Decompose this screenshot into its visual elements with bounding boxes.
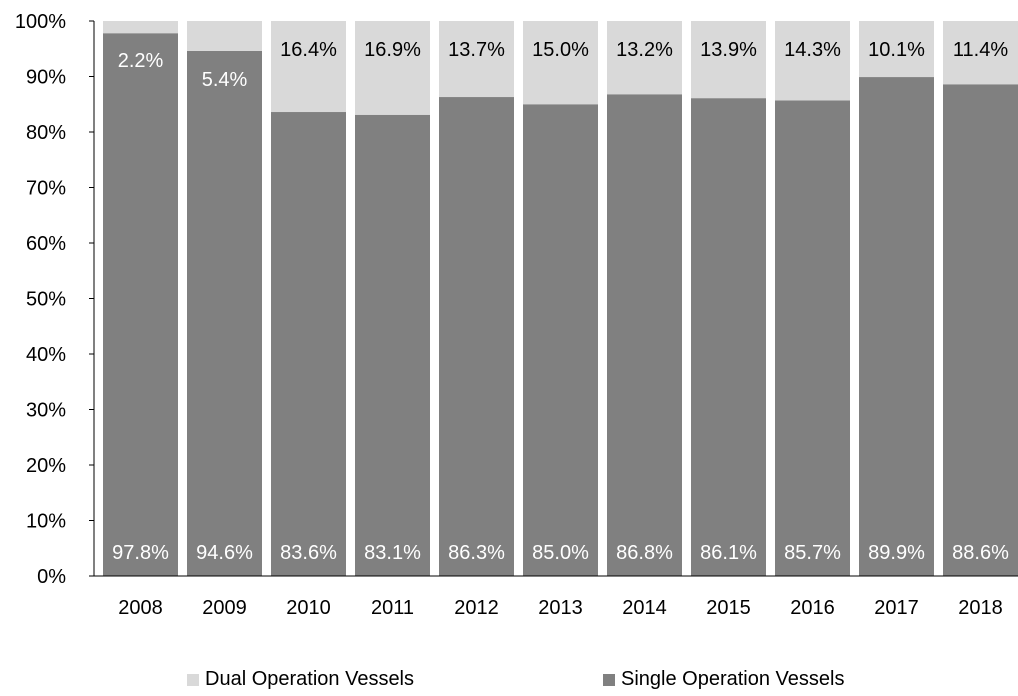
bar-single-2008 bbox=[103, 33, 178, 576]
x-axis: 2008 2009 2010 2011 2012 2013 2014 2015 2016 2017… bbox=[94, 575, 1018, 619]
bar-dual-2011 bbox=[355, 21, 430, 115]
x-tick-2008: 2008 bbox=[118, 597, 163, 619]
label-single-2014: 86.8% bbox=[616, 542, 673, 564]
bar-dual-2015 bbox=[691, 21, 766, 99]
label-dual-2008: 2.2% bbox=[118, 50, 164, 72]
x-tick-2014: 2014 bbox=[622, 597, 667, 619]
label-dual-2014: 13.2% bbox=[616, 39, 673, 61]
y-tick-100%: 100% bbox=[15, 11, 66, 33]
label-single-2010: 83.6% bbox=[280, 542, 337, 564]
x-tick-2015: 2015 bbox=[706, 597, 751, 619]
y-axis: 0% 10% 20% 30% 40% 50% 60% 70% 80% 90% 100% bbox=[15, 11, 95, 588]
label-single-2016: 85.7% bbox=[784, 542, 841, 564]
x-tick-2016: 2016 bbox=[790, 597, 835, 619]
label-dual-2013: 15.0% bbox=[532, 39, 589, 61]
bar-dual-2010 bbox=[271, 21, 346, 113]
bar-single-2010 bbox=[271, 112, 346, 577]
bar-single-2011 bbox=[355, 114, 430, 577]
label-dual-2009: 5.4% bbox=[202, 69, 248, 91]
x-tick-2011: 2011 bbox=[371, 597, 414, 619]
y-tick-50%: 50% bbox=[26, 289, 66, 311]
bar-single-2017 bbox=[859, 77, 934, 577]
label-dual-2012: 13.7% bbox=[448, 39, 505, 61]
x-tick-2013: 2013 bbox=[538, 597, 583, 619]
label-dual-2011: 16.9% bbox=[364, 39, 421, 61]
bar-dual-2012 bbox=[439, 21, 514, 98]
label-single-2015: 86.1% bbox=[700, 542, 757, 564]
bar-single-2015 bbox=[691, 98, 766, 577]
y-tick-70%: 70% bbox=[26, 178, 66, 200]
label-dual-2010: 16.4% bbox=[280, 39, 337, 61]
legend-label-dual: Dual Operation Vessels bbox=[205, 668, 415, 690]
label-dual-2018: 11.4% bbox=[953, 39, 1008, 61]
y-tick-80%: 80% bbox=[26, 122, 66, 144]
y-tick-30%: 30% bbox=[26, 400, 66, 422]
y-tick-10%: 10% bbox=[26, 511, 66, 533]
x-tick-2009: 2009 bbox=[202, 597, 247, 619]
bar-single-2016 bbox=[775, 100, 850, 577]
legend-swatch-single bbox=[603, 673, 615, 686]
bar-single-2013 bbox=[523, 104, 598, 576]
label-single-2011: 83.1% bbox=[364, 542, 421, 564]
bar-dual-2017 bbox=[859, 21, 934, 78]
bars-layer bbox=[103, 21, 1018, 577]
x-tick-2018: 2018 bbox=[958, 597, 1003, 619]
label-dual-2016: 14.3% bbox=[784, 39, 841, 61]
label-single-2008: 97.8% bbox=[112, 542, 169, 564]
label-single-2009: 94.6% bbox=[196, 542, 253, 564]
bar-single-2014 bbox=[607, 94, 682, 576]
bar-dual-2013 bbox=[523, 21, 598, 105]
bar-dual-2018 bbox=[943, 21, 1018, 85]
bar-dual-2016 bbox=[775, 21, 850, 101]
label-single-2013: 85.0% bbox=[532, 542, 589, 564]
y-tick-0%: 0% bbox=[37, 566, 66, 588]
label-single-2017: 89.9% bbox=[868, 542, 925, 564]
bar-labels-layer: 97.8% 2.2% 94.6% 5.4% 83.6% 16.4% 83.1% 16.9% 86… bbox=[112, 39, 1009, 564]
legend-swatch-dual bbox=[187, 673, 199, 686]
label-single-2012: 86.3% bbox=[448, 542, 505, 564]
legend-item-single: Single Operation Vessels bbox=[603, 668, 844, 691]
bar-dual-2008 bbox=[103, 21, 178, 34]
legend-item-dual: Dual Operation Vessels bbox=[187, 668, 414, 691]
bar-single-2009 bbox=[187, 50, 262, 577]
y-tick-40%: 40% bbox=[26, 344, 66, 366]
bar-dual-2014 bbox=[607, 21, 682, 95]
y-tick-20%: 20% bbox=[26, 455, 66, 477]
label-single-2018: 88.6% bbox=[952, 542, 1009, 564]
bar-single-2018 bbox=[943, 84, 1018, 577]
x-tick-2017: 2017 bbox=[874, 597, 919, 619]
y-tick-90%: 90% bbox=[26, 67, 66, 89]
bar-single-2012 bbox=[439, 97, 514, 576]
label-dual-2017: 10.1% bbox=[868, 39, 925, 61]
x-tick-2010: 2010 bbox=[286, 597, 331, 619]
bar-dual-2009 bbox=[187, 21, 262, 51]
legend-label-single: Single Operation Vessels bbox=[621, 668, 845, 690]
y-tick-60%: 60% bbox=[26, 233, 66, 255]
label-dual-2015: 13.9% bbox=[700, 39, 757, 61]
x-tick-2012: 2012 bbox=[454, 597, 499, 619]
